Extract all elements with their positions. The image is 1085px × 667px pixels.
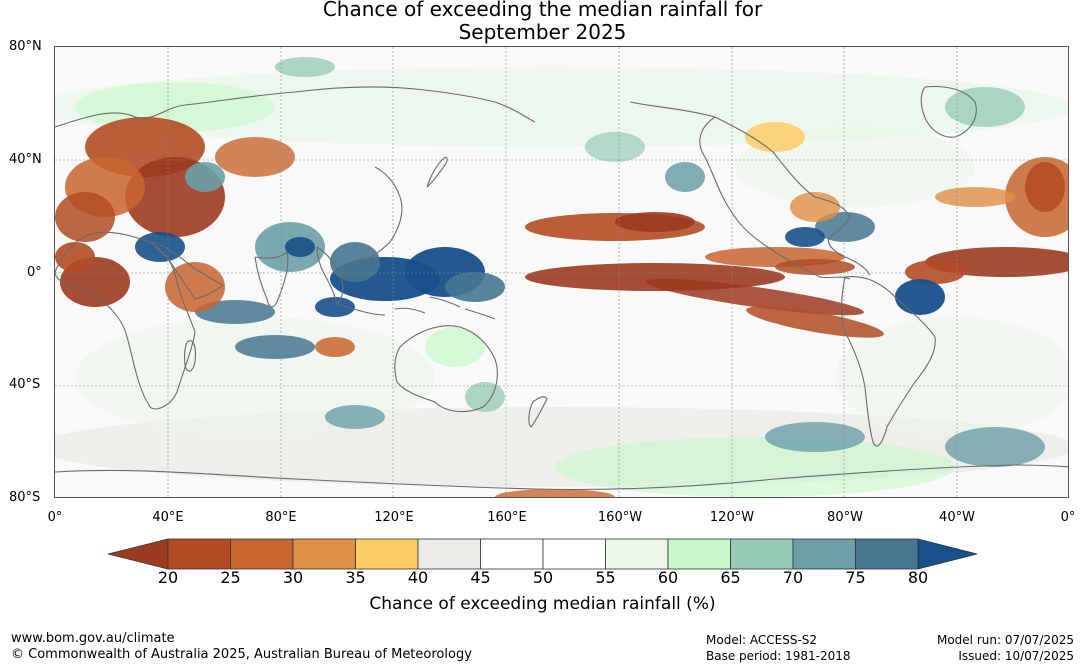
anomaly-patch bbox=[945, 87, 1025, 127]
colorbar-cell bbox=[792, 538, 856, 570]
model-name: Model: ACCESS-S2 bbox=[706, 633, 818, 647]
coastline-layer bbox=[55, 85, 1068, 491]
anomaly-patch bbox=[835, 317, 1068, 437]
model-run-date: Model run: 07/07/2025 bbox=[936, 633, 1074, 647]
anomaly-patch bbox=[815, 212, 875, 242]
colorbar-cells bbox=[167, 538, 919, 570]
colorbar-cell bbox=[417, 538, 481, 570]
anomaly-patch bbox=[935, 187, 1015, 207]
colorbar-tick-label: 65 bbox=[720, 568, 741, 587]
anomaly-patch bbox=[135, 232, 185, 262]
colorbar-tick-label: 50 bbox=[532, 568, 554, 587]
lon-label-160w: 160°W bbox=[597, 510, 643, 525]
anomaly-patch bbox=[55, 192, 115, 242]
colorbar-cell bbox=[542, 538, 606, 570]
colorbar-cell bbox=[480, 538, 544, 570]
map-canvas bbox=[55, 47, 1068, 497]
anomaly-patch bbox=[895, 279, 945, 315]
anomaly-patch bbox=[235, 335, 315, 359]
colorbar-label: Chance of exceeding median rainfall (%) bbox=[369, 594, 716, 614]
colorbar-cell bbox=[667, 538, 731, 570]
colorbar-tick-label: 20 bbox=[157, 568, 179, 587]
colorbar-tick-label: 60 bbox=[657, 568, 679, 587]
lat-label-equator: 0° bbox=[27, 265, 42, 280]
anomaly-patch bbox=[425, 327, 485, 367]
anomaly-patch bbox=[195, 300, 275, 324]
lon-label-80e: 80°E bbox=[265, 510, 297, 525]
anomaly-patch bbox=[746, 306, 884, 338]
map-title-line-1: Chance of exceeding the median rainfall … bbox=[322, 0, 763, 21]
anomaly-layer bbox=[55, 57, 1068, 497]
lat-label-40s: 40°S bbox=[9, 377, 41, 392]
anomaly-patch bbox=[215, 137, 295, 177]
colorbar-cell bbox=[855, 538, 919, 570]
lat-label-80s: 80°S bbox=[9, 490, 41, 505]
anomaly-patch bbox=[285, 237, 315, 257]
anomaly-patch bbox=[615, 212, 695, 232]
anomaly-patch bbox=[330, 242, 380, 282]
rainfall-outlook-map bbox=[54, 46, 1069, 498]
colorbar-cell bbox=[605, 538, 669, 570]
copyright-notice: © Commonwealth of Australia 2025, Austra… bbox=[11, 647, 472, 662]
anomaly-patch bbox=[775, 259, 855, 275]
colorbar-tick-label: 35 bbox=[345, 568, 366, 587]
lon-label-40w: 40°W bbox=[939, 510, 975, 525]
colorbar-tick-label: 45 bbox=[470, 568, 491, 587]
base-period: Base period: 1981-2018 bbox=[706, 649, 851, 663]
colorbar-tick-label: 80 bbox=[907, 568, 929, 587]
lon-label-120w: 120°W bbox=[709, 510, 755, 525]
website-url[interactable]: www.bom.gov.au/climate bbox=[11, 631, 175, 646]
lon-label-120e: 120°E bbox=[374, 510, 414, 525]
anomaly-patch bbox=[555, 437, 955, 497]
colorbar-over-triangle bbox=[917, 538, 978, 570]
anomaly-patch bbox=[315, 337, 355, 357]
anomaly-patch bbox=[585, 132, 645, 162]
colorbar-tick-label: 55 bbox=[595, 568, 616, 587]
lat-label-40n: 40°N bbox=[9, 152, 42, 167]
lat-label-80n: 80°N bbox=[9, 39, 42, 54]
anomaly-patch bbox=[646, 278, 864, 316]
colorbar-under-triangle bbox=[108, 538, 169, 570]
anomaly-patch bbox=[275, 57, 335, 77]
issued-date: Issued: 10/07/2025 bbox=[958, 649, 1074, 663]
graticule bbox=[55, 47, 1068, 497]
colorbar bbox=[108, 538, 978, 570]
anomaly-patch bbox=[745, 122, 805, 152]
anomaly-patch bbox=[785, 227, 825, 247]
colorbar-cell bbox=[730, 538, 794, 570]
anomaly-patch bbox=[185, 162, 225, 192]
anomaly-patch bbox=[325, 405, 385, 429]
colorbar-cell bbox=[292, 538, 356, 570]
colorbar-cell bbox=[230, 538, 294, 570]
lon-label-0: 0° bbox=[47, 510, 63, 525]
lon-label-160e: 160°E bbox=[487, 510, 527, 525]
anomaly-patch bbox=[945, 427, 1045, 467]
lon-label-40e: 40°E bbox=[152, 510, 184, 525]
map-title-line-2: September 2025 bbox=[458, 20, 627, 44]
colorbar-tick-label: 30 bbox=[282, 568, 304, 587]
anomaly-patch bbox=[665, 162, 705, 192]
anomaly-patch bbox=[55, 67, 1068, 147]
colorbar-tick-label: 75 bbox=[845, 568, 866, 587]
colorbar-tick-label: 25 bbox=[220, 568, 241, 587]
anomaly-patch bbox=[1025, 162, 1065, 212]
colorbar-cell bbox=[355, 538, 419, 570]
anomaly-patch bbox=[905, 260, 965, 284]
colorbar-cell bbox=[167, 538, 231, 570]
anomaly-patch bbox=[465, 382, 505, 412]
anomaly-patch bbox=[315, 297, 355, 317]
anomaly-patch bbox=[165, 262, 225, 312]
anomaly-patch bbox=[445, 272, 505, 302]
anomaly-patch bbox=[790, 192, 840, 222]
lon-label-80w: 80°W bbox=[827, 510, 863, 525]
anomaly-patch bbox=[765, 422, 865, 452]
anomaly-patch bbox=[55, 242, 95, 272]
anomaly-patch bbox=[495, 489, 615, 497]
colorbar-tick-label: 70 bbox=[782, 568, 804, 587]
colorbar-tick-label: 40 bbox=[407, 568, 429, 587]
lon-label-360: 0° bbox=[1060, 510, 1076, 525]
